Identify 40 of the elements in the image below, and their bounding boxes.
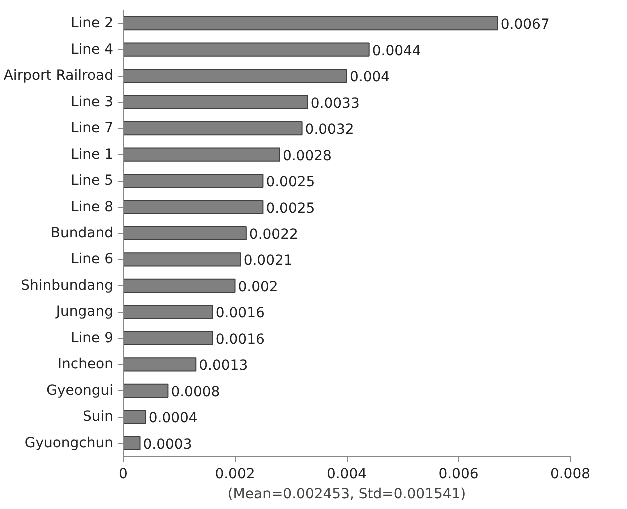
data-label: 0.0025: [266, 200, 316, 217]
x-tick-label: 0.008: [550, 466, 591, 482]
y-tick-label: Shinbundang: [21, 278, 114, 294]
y-tick-label: Line 1: [70, 146, 114, 163]
y-tick-label: Line 6: [70, 252, 114, 268]
x-tick-label: 0.002: [215, 466, 256, 482]
y-tick-label: Line 7: [70, 120, 114, 137]
y-tick-label: Suin: [82, 409, 114, 426]
y-tick-label: Bundand: [50, 226, 114, 242]
data-label: 0.0003: [143, 436, 192, 453]
y-tick-label: Gyeongui: [46, 382, 114, 399]
y-tick-label: Jungang: [55, 304, 114, 320]
data-label: 0.002: [238, 279, 278, 296]
y-tick-label: Line 9: [70, 330, 114, 346]
x-tick-label: 0: [119, 466, 128, 482]
data-label: 0.0016: [216, 306, 265, 322]
data-label: 0.004: [350, 70, 390, 86]
y-tick-label: Airport Railroad: [4, 68, 114, 84]
y-tick-label: Line 2: [70, 16, 114, 32]
y-tick-label: Line 8: [70, 199, 114, 216]
x-axis-title: (Mean=0.002453, Std=0.001541): [228, 486, 466, 502]
data-label: 0.0032: [305, 122, 354, 138]
x-tick-label: 0.004: [326, 466, 368, 482]
data-label: 0.0067: [500, 17, 550, 34]
y-tick-label: Incheon: [58, 356, 114, 373]
data-label: 0.0013: [199, 358, 248, 374]
y-tick-label: Line 5: [70, 173, 114, 190]
data-label: 0.0008: [171, 384, 220, 400]
y-tick-label: Line 3: [70, 94, 114, 110]
y-tick-label: Gyuongchun: [24, 435, 114, 452]
data-label: 0.0044: [372, 43, 422, 60]
y-tick-label: Line 4: [70, 42, 114, 58]
data-label: 0.0022: [249, 227, 298, 243]
x-tick-label: 0.006: [438, 466, 479, 482]
data-label: 0.0033: [310, 96, 360, 112]
data-label: 0.0025: [266, 174, 316, 191]
data-label: 0.0004: [148, 410, 198, 427]
data-label: 0.0028: [282, 148, 332, 164]
data-label: 0.0016: [216, 332, 265, 348]
data-label: 0.0021: [244, 253, 293, 270]
